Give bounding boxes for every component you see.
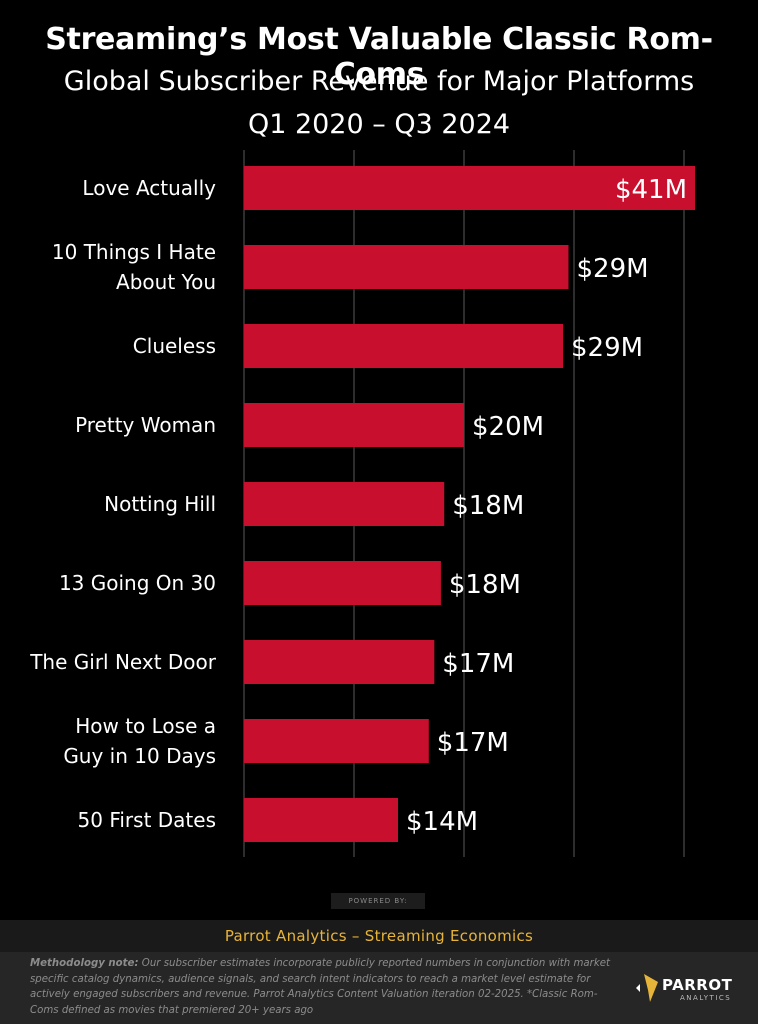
chart-title: Streaming’s Most Valuable Classic Rom-Co… [45,22,713,92]
category-label: Love Actually [82,176,216,200]
logo-subtitle: ANALYTICS [680,994,732,1002]
bar-value-label: $18M [449,570,521,600]
category-label: 10 Things I Hate [52,240,216,264]
category-label: The Girl Next Door [29,650,217,674]
bar [244,324,563,368]
bar [244,719,429,763]
bar-value-label: $29M [571,333,643,363]
bar [244,798,398,842]
bar-value-label: $41M [615,175,687,205]
footer: Parrot Analytics – Streaming Economics M… [0,920,758,1024]
bar-chart: $41M Love Actually $29M 10 Things I Hate Abo… [29,150,695,857]
bar [244,245,569,289]
bar [244,482,445,526]
parrot-logo-icon [636,974,658,1002]
methodology-text: Our subscriber estimates incorporate pub… [30,958,610,1016]
category-label: About You [116,270,216,294]
chart-period: Q1 2020 – Q3 2024 [247,109,511,140]
bar [244,403,464,447]
logo-name: PARROT [662,976,733,994]
bar [244,561,441,605]
category-label: 50 First Dates [78,808,216,832]
bar-value-label: $29M [577,254,649,284]
brand-line: Parrot Analytics – Streaming Economics [0,920,758,952]
bar-value-label: $17M [437,728,509,758]
bar-value-label: $20M [472,412,544,442]
powered-by-label: POWERED BY: [331,893,425,909]
category-label: Clueless [133,334,216,358]
bar-value-label: $17M [442,649,514,679]
category-label: How to Lose a [75,714,216,738]
category-label: Notting Hill [104,492,216,516]
methodology-note: Methodology note: Our subscriber estimat… [30,956,610,1018]
chart-subtitle: Global Subscriber Revenue for Major Plat… [63,66,695,97]
category-label: 13 Going On 30 [59,571,216,595]
category-label: Pretty Woman [75,413,216,437]
bar-value-label: $18M [452,491,524,521]
bar [244,640,435,684]
methodology-label: Methodology note: [30,958,139,969]
bar-value-label: $14M [406,807,478,837]
category-label: Guy in 10 Days [63,744,216,768]
bar [244,166,695,210]
